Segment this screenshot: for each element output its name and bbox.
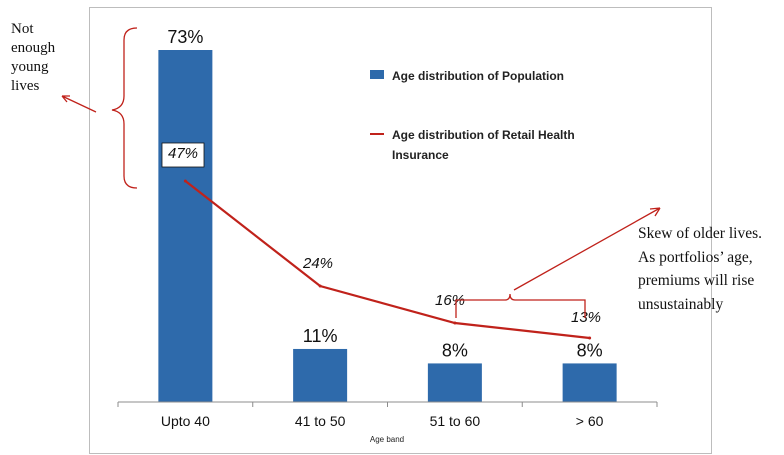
bar-value-label: 73%: [167, 27, 203, 47]
chart-frame: [89, 7, 712, 454]
line-value-label: 16%: [435, 292, 465, 309]
annotation-right-line: premiums will rise: [638, 272, 755, 289]
annotation-not-enough-young-lives: Not enough young lives: [11, 20, 91, 96]
bar-value-label: 8%: [442, 340, 468, 360]
line-point: [183, 179, 187, 183]
left-arrow-shape: [61, 95, 97, 113]
annotation-left-brace: [61, 27, 138, 189]
x-axis-title: Age band: [370, 435, 404, 444]
right-bracket-shape: [455, 293, 586, 318]
right-arrow-shape: [513, 207, 661, 291]
line-value-label: 24%: [302, 255, 333, 272]
x-tick-label: 51 to 60: [430, 413, 481, 429]
bar-60: [562, 363, 617, 402]
bar-value-label: 8%: [577, 340, 603, 360]
line-label-box: [161, 142, 205, 168]
annotation-left-line: young: [11, 59, 49, 75]
annotation-right-bracket: [455, 207, 661, 318]
line-point: [318, 284, 322, 288]
x-tick-label: 41 to 50: [295, 413, 346, 429]
bar-51-to-60: [427, 363, 482, 402]
bar-41-to-50: [293, 348, 348, 402]
bar-upto-40: [158, 50, 213, 402]
plot-area: Upto 40 41 to 50 51 to 60 > 60 73% 11% 8% 8% 47%…: [117, 27, 658, 429]
x-tick-label: > 60: [576, 413, 604, 429]
annotation-right-line: unsustainably: [638, 295, 724, 313]
annotation-right-line: As portfolios’ age,: [638, 248, 753, 266]
annotation-left-line: Not: [11, 21, 34, 37]
line-point: [453, 321, 457, 325]
bar-value-label: 11%: [303, 326, 338, 346]
annotation-left-line: enough: [11, 40, 56, 56]
left-brace-shape: [111, 27, 138, 189]
legend: Age distribution of Population Age distr…: [370, 69, 575, 162]
line-point: [588, 336, 592, 340]
x-tick-label: Upto 40: [161, 413, 210, 429]
legend-label-retail-line1: Age distribution of Retail Health: [392, 128, 575, 142]
annotation-right-line: Skew of older lives.: [638, 225, 762, 242]
annotation-skew-of-older-lives: Skew of older lives. As portfolios’ age,…: [638, 222, 784, 316]
annotation-left-line: lives: [11, 78, 40, 94]
line-value-label: 47%: [168, 145, 198, 162]
legend-swatch-population: [370, 70, 384, 79]
line-retail-health-insurance: [184, 180, 590, 340]
legend-label-population: Age distribution of Population: [392, 69, 564, 83]
line-value-label: 13%: [571, 309, 601, 326]
legend-label-retail-line2: Insurance: [392, 148, 449, 162]
